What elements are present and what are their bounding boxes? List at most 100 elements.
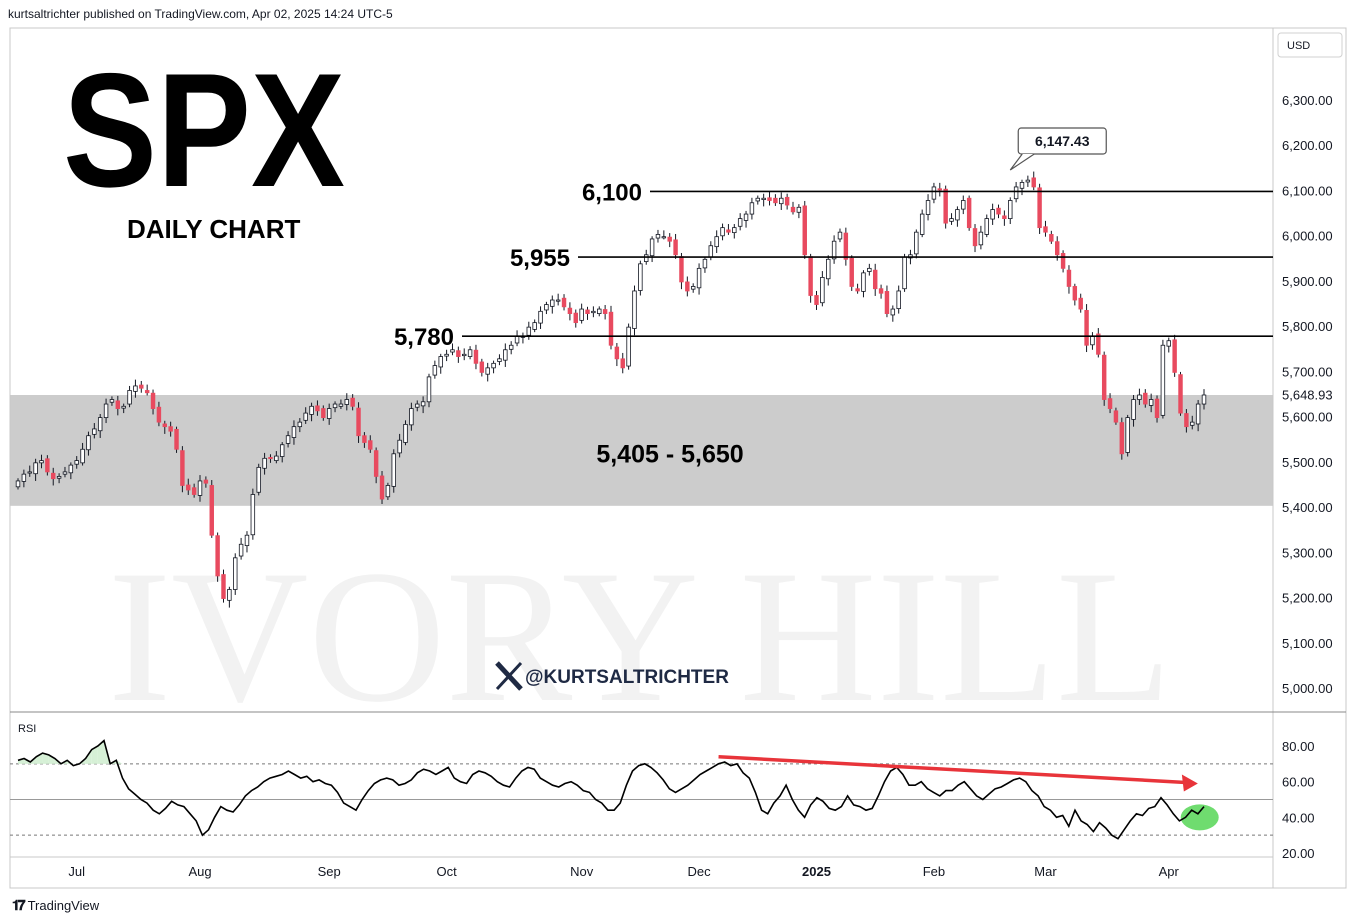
candle [1172,334,1177,377]
time-tick: Sep [318,864,341,879]
candle [1131,395,1136,427]
rsi-overbought-fill [91,746,98,764]
time-tick: Nov [570,864,594,879]
chart-subtitle: DAILY CHART [127,214,300,244]
candle [620,352,625,374]
candle [872,263,878,296]
rsi-overbought-fill [42,753,49,764]
time-tick: Jul [68,864,85,879]
candle [438,353,443,374]
candle [238,537,244,560]
currency-selector[interactable]: USD [1277,32,1343,58]
candle [608,305,614,350]
candle [1137,388,1142,405]
rsi-axis[interactable]: 80.00 60.00 40.00 20.00 [1282,739,1315,861]
candle [456,346,461,363]
rsi-tick: 20.00 [1282,846,1315,861]
price-tick: 5,300.00 [1282,545,1333,560]
candle [814,290,819,310]
rsi-trend-arrowhead [1181,774,1198,792]
candle [186,478,191,495]
candle [391,449,396,493]
candle [350,394,355,411]
price-tick: 5,000.00 [1282,681,1333,696]
candle [773,194,778,206]
rsi-tick: 80.00 [1282,739,1315,754]
candle [497,354,502,366]
rsi-overbought-fill [18,758,25,764]
rsi-label[interactable]: RSI [18,723,36,735]
time-axis[interactable]: Jul Aug Sep Oct Nov Dec 2025 Feb Mar Apr [68,864,1179,879]
candle [820,271,825,307]
candle [1190,415,1195,430]
candle [1178,371,1183,416]
candle [1096,328,1101,358]
candle [285,431,291,448]
price-tick: 6,000.00 [1282,229,1333,244]
candle [209,480,214,538]
candle [732,224,737,239]
watermark-text: IVORY HILL [108,532,1172,742]
candle [602,304,608,320]
candle [561,294,567,311]
candle [1201,389,1207,410]
price-tick: 6,100.00 [1282,183,1333,198]
candle [256,463,261,496]
candle [1160,339,1166,419]
candle [262,452,267,475]
candle [191,483,197,498]
candle [1072,283,1078,306]
candle [520,332,526,344]
time-tick: 2025 [802,864,831,879]
support-zone: 5,405 - 5,650 [10,395,1273,506]
candle [1154,395,1160,423]
currency-label: USD [1287,40,1310,52]
candle [1049,230,1054,244]
price-axis[interactable]: 6,300.00 6,200.00 6,100.00 6,000.00 5,900.00… [1282,93,1333,696]
candle [1078,293,1083,313]
candle [855,283,860,294]
level-label: 6,100 [582,179,642,206]
candle [937,182,943,197]
candle [1143,389,1148,408]
candle [1125,414,1130,457]
candle [743,210,749,228]
candle [303,407,308,424]
candle [1060,250,1066,273]
candle [702,256,708,273]
candle [544,301,549,315]
candle [690,283,696,293]
time-tick: Aug [188,864,211,879]
candle [867,263,872,276]
candle [755,195,761,205]
rsi-tick: 60.00 [1282,775,1315,790]
candle [1031,171,1036,191]
candle [655,229,661,243]
candle [597,306,602,317]
candle [491,360,496,374]
horizontal-levels[interactable]: 6,100 5,955 5,780 [394,179,1273,351]
candle [162,420,168,434]
candle [555,293,561,306]
candle [831,235,837,264]
candle [467,346,473,360]
candle [1107,393,1113,414]
tradingview-footer[interactable]: 𝟏𝟕 TradingView [12,897,99,914]
candle [420,396,426,414]
candle [62,466,68,478]
candle [802,200,807,259]
candle [461,348,467,361]
social-handle[interactable]: @KURTSALTRICHTER [525,667,729,688]
candle [450,343,455,356]
candle [150,389,156,415]
candle [526,321,532,340]
candle [309,402,314,422]
candle [972,224,978,253]
candle [227,586,232,608]
candle [1166,337,1171,353]
candle [984,214,989,238]
last-price-tag: 5,648.93 [1282,387,1333,402]
candle [168,421,173,437]
candle [573,309,578,328]
candle [338,399,344,410]
